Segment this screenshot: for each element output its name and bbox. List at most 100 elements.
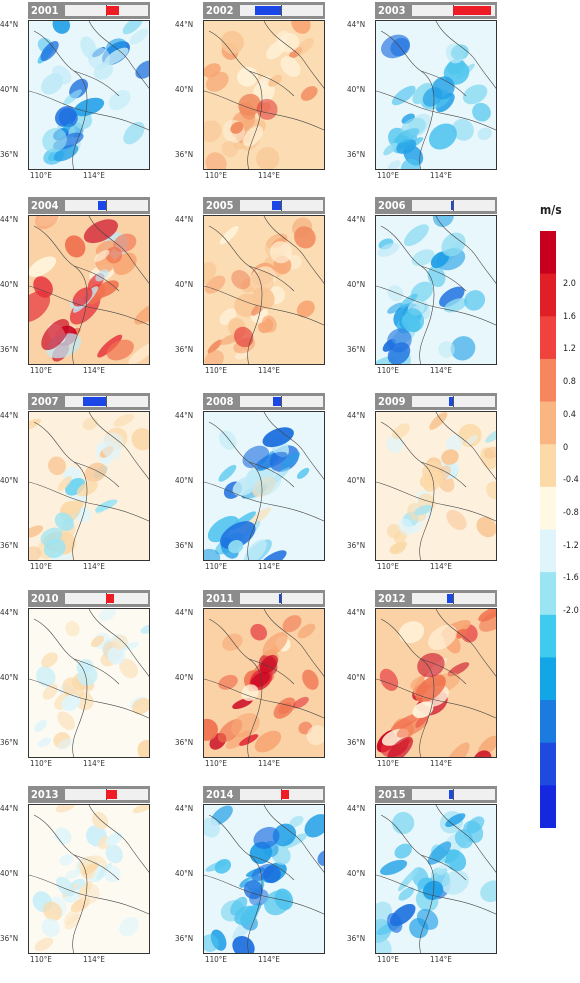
anomaly-bar — [412, 5, 495, 16]
lat-label: 44°N — [0, 215, 26, 224]
lat-label: 36°N — [347, 738, 373, 747]
panel-year: 2012 — [378, 592, 406, 605]
lat-label: 40°N — [347, 673, 373, 682]
panel-year: 2009 — [378, 395, 406, 408]
lat-label: 44°N — [347, 20, 373, 29]
anomaly-bar-zero — [453, 789, 454, 800]
anomaly-bar — [240, 396, 323, 407]
colorbar-unit: m/s — [540, 203, 562, 217]
colorbar-tick-label: -1.6 — [563, 573, 579, 583]
lon-label: 110°E — [30, 562, 52, 571]
panel-year: 2006 — [378, 199, 406, 212]
anomaly-bar-zero — [453, 396, 454, 407]
anomaly-bar-fill — [449, 397, 453, 406]
colorbar-tick-label: -2.0 — [563, 606, 579, 616]
panel-header: 2015 — [375, 786, 497, 803]
anomaly-map — [28, 20, 150, 170]
lon-label: 110°E — [30, 366, 52, 375]
anomaly-bar-fill — [451, 201, 453, 210]
map-panel: 2014 44°N 40°N 36°N 110°E 114°E — [175, 786, 345, 974]
lon-label: 114°E — [83, 955, 105, 964]
lat-label: 44°N — [175, 215, 201, 224]
lat-label: 36°N — [175, 345, 201, 354]
anomaly-bar-fill — [279, 594, 281, 603]
lat-label: 36°N — [0, 345, 26, 354]
panel-header: 2001 — [28, 2, 150, 19]
lon-label: 110°E — [30, 955, 52, 964]
panel-header: 2014 — [203, 786, 325, 803]
lon-label: 114°E — [258, 562, 280, 571]
lat-label: 36°N — [0, 738, 26, 747]
lat-label: 36°N — [347, 541, 373, 550]
colorbar-segment — [540, 530, 556, 573]
anomaly-map — [28, 804, 150, 954]
lon-label: 114°E — [430, 759, 452, 768]
anomaly-bar — [65, 396, 148, 407]
lat-label: 36°N — [347, 934, 373, 943]
map-panel: 2011 44°N 40°N 36°N 110°E 114°E — [175, 590, 345, 778]
anomaly-bar-zero — [106, 200, 107, 211]
lon-label: 114°E — [83, 562, 105, 571]
lat-label: 44°N — [0, 20, 26, 29]
map-panel: 2010 44°N 40°N 36°N 110°E 114°E — [0, 590, 170, 778]
panel-year: 2001 — [31, 4, 59, 17]
panel-header: 2003 — [375, 2, 497, 19]
lat-label: 44°N — [347, 215, 373, 224]
anomaly-bar — [65, 789, 148, 800]
colorbar-segment — [540, 657, 556, 700]
lon-label: 114°E — [83, 759, 105, 768]
lat-label: 44°N — [347, 411, 373, 420]
lon-label: 110°E — [377, 955, 399, 964]
anomaly-bar-zero — [453, 200, 454, 211]
panel-year: 2010 — [31, 592, 59, 605]
lon-label: 110°E — [205, 759, 227, 768]
lon-label: 110°E — [205, 366, 227, 375]
panel-header: 2013 — [28, 786, 150, 803]
panel-header: 2011 — [203, 590, 325, 607]
lon-label: 110°E — [377, 759, 399, 768]
lon-label: 114°E — [258, 171, 280, 180]
panel-year: 2008 — [206, 395, 234, 408]
lat-label: 40°N — [0, 869, 26, 878]
colorbar-tick-label: 2.0 — [563, 279, 576, 289]
lat-label: 40°N — [0, 476, 26, 485]
anomaly-bar-fill — [106, 6, 119, 15]
lat-label: 44°N — [175, 20, 201, 29]
colorbar-tick-label: 1.6 — [563, 312, 576, 322]
lat-label: 40°N — [175, 280, 201, 289]
anomaly-bar-zero — [281, 200, 282, 211]
lat-label: 36°N — [0, 541, 26, 550]
anomaly-bar-fill — [453, 6, 491, 15]
lat-label: 44°N — [175, 804, 201, 813]
anomaly-map — [203, 215, 325, 365]
lat-label: 40°N — [347, 280, 373, 289]
lon-label: 114°E — [83, 366, 105, 375]
anomaly-map — [28, 215, 150, 365]
anomaly-bar-fill — [272, 201, 281, 210]
lat-label: 40°N — [347, 476, 373, 485]
lat-label: 40°N — [175, 673, 201, 682]
anomaly-bar — [412, 593, 495, 604]
colorbar-tick-label: -0.4 — [563, 475, 579, 485]
anomaly-bar — [65, 593, 148, 604]
lat-label: 40°N — [0, 673, 26, 682]
lat-label: 44°N — [0, 804, 26, 813]
lat-label: 36°N — [347, 345, 373, 354]
anomaly-bar-fill — [255, 6, 281, 15]
lat-label: 36°N — [175, 934, 201, 943]
lat-label: 36°N — [347, 150, 373, 159]
colorbar-tick-label: 0.4 — [563, 410, 576, 420]
panel-header: 2008 — [203, 393, 325, 410]
lat-label: 36°N — [175, 738, 201, 747]
anomaly-map — [28, 411, 150, 561]
anomaly-bar-fill — [273, 397, 281, 406]
colorbar-tick-label: -0.8 — [563, 508, 579, 518]
colorbar-segment — [540, 359, 556, 402]
colorbar — [540, 231, 556, 828]
lon-label: 114°E — [258, 366, 280, 375]
lat-label: 36°N — [175, 541, 201, 550]
anomaly-bar-fill — [83, 397, 106, 406]
lon-label: 110°E — [377, 366, 399, 375]
anomaly-bar — [412, 396, 495, 407]
colorbar-segment — [540, 316, 556, 359]
